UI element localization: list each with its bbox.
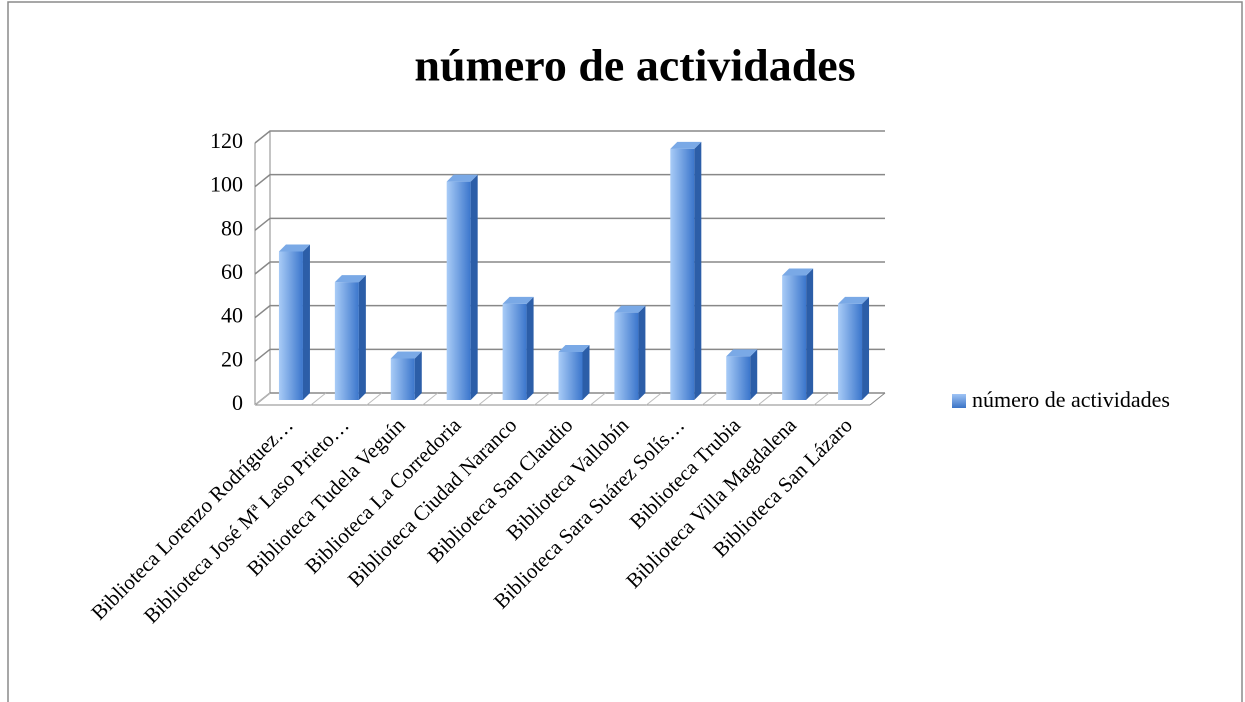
bar [502, 296, 534, 400]
bar-face [334, 282, 359, 400]
grid-line [254, 130, 885, 144]
x-tick [366, 392, 383, 406]
y-tick-label: 0 [232, 390, 243, 415]
x-tick [813, 392, 830, 406]
bar-face [558, 344, 590, 352]
bar-face [862, 296, 870, 400]
bar-face [278, 251, 303, 400]
bar-face [638, 305, 646, 400]
x-tick-label: Biblioteca José Mª Laso Prieto… [139, 413, 354, 628]
bar-face [726, 356, 751, 400]
bar-face [558, 351, 583, 400]
y-tick-label: 80 [221, 215, 243, 240]
x-tick [646, 392, 662, 406]
floor [869, 392, 886, 406]
bar [670, 141, 702, 400]
bar [614, 305, 646, 400]
bar [446, 174, 478, 400]
bar-face [470, 174, 478, 400]
chart-title: número de actividades [414, 40, 855, 91]
bar-face [782, 275, 807, 400]
x-tick-label: Biblioteca Lorenzo Rodríguez… [86, 413, 298, 625]
bar-face [358, 275, 366, 400]
y-tick-label: 20 [221, 346, 243, 371]
legend-swatch [952, 394, 966, 408]
bar-face [278, 244, 310, 252]
bar-face [726, 349, 758, 357]
legend-label: número de actividades [972, 387, 1170, 412]
bar-face [670, 141, 702, 149]
x-tick [422, 392, 439, 406]
bar-face [614, 312, 639, 400]
bar-face [502, 303, 527, 400]
bar [278, 244, 310, 400]
grid-line [254, 217, 885, 231]
bar-face [446, 174, 478, 182]
bar-face [502, 296, 534, 304]
x-tick [757, 392, 774, 406]
bar-face [838, 296, 870, 304]
y-tick-label: 120 [210, 128, 243, 153]
bar-face [526, 296, 534, 400]
x-tick [478, 392, 494, 406]
y-tick-label: 100 [210, 172, 243, 197]
y-tick-label: 40 [221, 303, 243, 328]
bar-face [414, 351, 422, 400]
x-tick [534, 392, 550, 406]
bar-face [334, 275, 366, 283]
bar-face [670, 148, 695, 400]
y-tick-label: 60 [221, 259, 243, 284]
x-tick [254, 392, 271, 406]
bar-face [694, 141, 702, 400]
bar-face [390, 351, 422, 359]
x-tick [701, 392, 718, 406]
chart-frame [7, 1, 1243, 702]
bar-face [782, 268, 814, 276]
grid-line [254, 173, 885, 188]
x-tick [310, 392, 327, 406]
bar-face [750, 349, 758, 400]
bar-face [390, 358, 415, 400]
bar-face [806, 268, 814, 400]
bar [390, 351, 422, 400]
bar-face [582, 344, 590, 400]
x-tick [590, 392, 606, 406]
bar-face [614, 305, 646, 313]
bar-face [446, 181, 471, 400]
bar [334, 275, 366, 400]
bar [782, 268, 814, 400]
bar [726, 349, 758, 400]
bar-face [838, 303, 863, 400]
bar [558, 344, 590, 400]
bar-face [302, 244, 310, 400]
bar [838, 296, 870, 400]
